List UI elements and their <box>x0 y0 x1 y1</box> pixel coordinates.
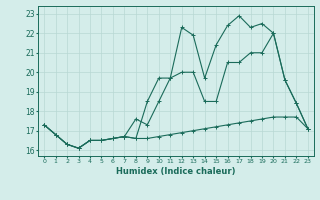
X-axis label: Humidex (Indice chaleur): Humidex (Indice chaleur) <box>116 167 236 176</box>
